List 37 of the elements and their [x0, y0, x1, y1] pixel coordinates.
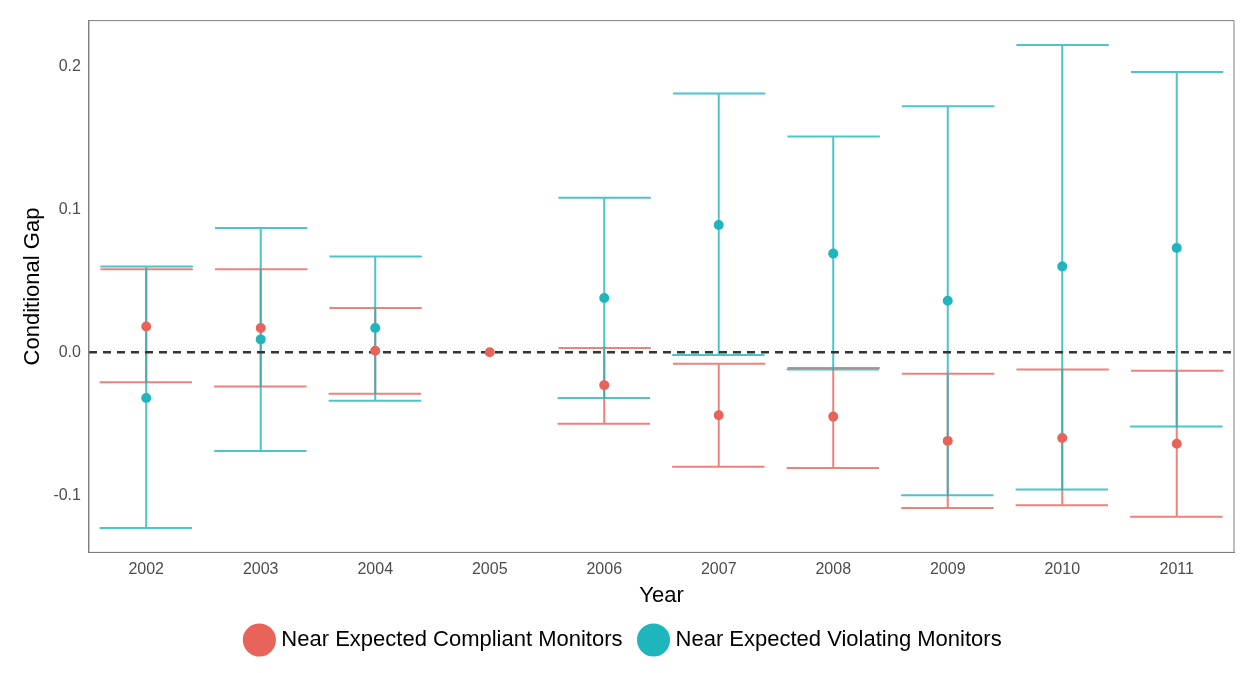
x-tick-label: 2009: [929, 560, 966, 578]
point: [828, 411, 839, 422]
point: [599, 292, 610, 303]
point: [599, 380, 610, 391]
point: [1171, 438, 1182, 449]
point: [141, 393, 152, 404]
x-tick-label: 2005: [471, 560, 508, 578]
x-tick-label: 2002: [128, 560, 165, 578]
point: [713, 220, 724, 231]
point: [255, 334, 266, 345]
y-tick-label: 0.2: [58, 56, 82, 74]
point: [942, 295, 953, 306]
x-tick-label: 2007: [700, 560, 737, 578]
point: [942, 435, 953, 446]
point: [370, 322, 381, 333]
point: [1171, 242, 1182, 253]
x-tick-label: 2010: [1044, 560, 1081, 578]
point: [713, 410, 724, 421]
legend-label: Near Expected Violating Monitors: [675, 626, 1002, 652]
point: [1057, 433, 1068, 444]
x-tick-label: 2006: [586, 560, 623, 578]
point: [1057, 261, 1068, 272]
y-tick-label: 0.0: [58, 342, 82, 360]
x-tick-label: 2008: [815, 560, 852, 578]
x-tick-label: 2003: [242, 560, 279, 578]
y-tick-label: 0.1: [58, 199, 82, 217]
x-axis-title: Year: [639, 581, 684, 607]
legend-label: Near Expected Compliant Monitors: [281, 626, 623, 652]
point: [255, 322, 266, 333]
x-tick-label: 2011: [1159, 560, 1195, 578]
point: [141, 321, 152, 332]
point: [828, 248, 839, 259]
point: [370, 345, 381, 356]
point: [484, 347, 495, 358]
x-tick-label: 2004: [357, 560, 394, 578]
y-axis-title: Conditional Gap: [19, 207, 45, 366]
y-tick-label: -0.1: [53, 485, 82, 503]
